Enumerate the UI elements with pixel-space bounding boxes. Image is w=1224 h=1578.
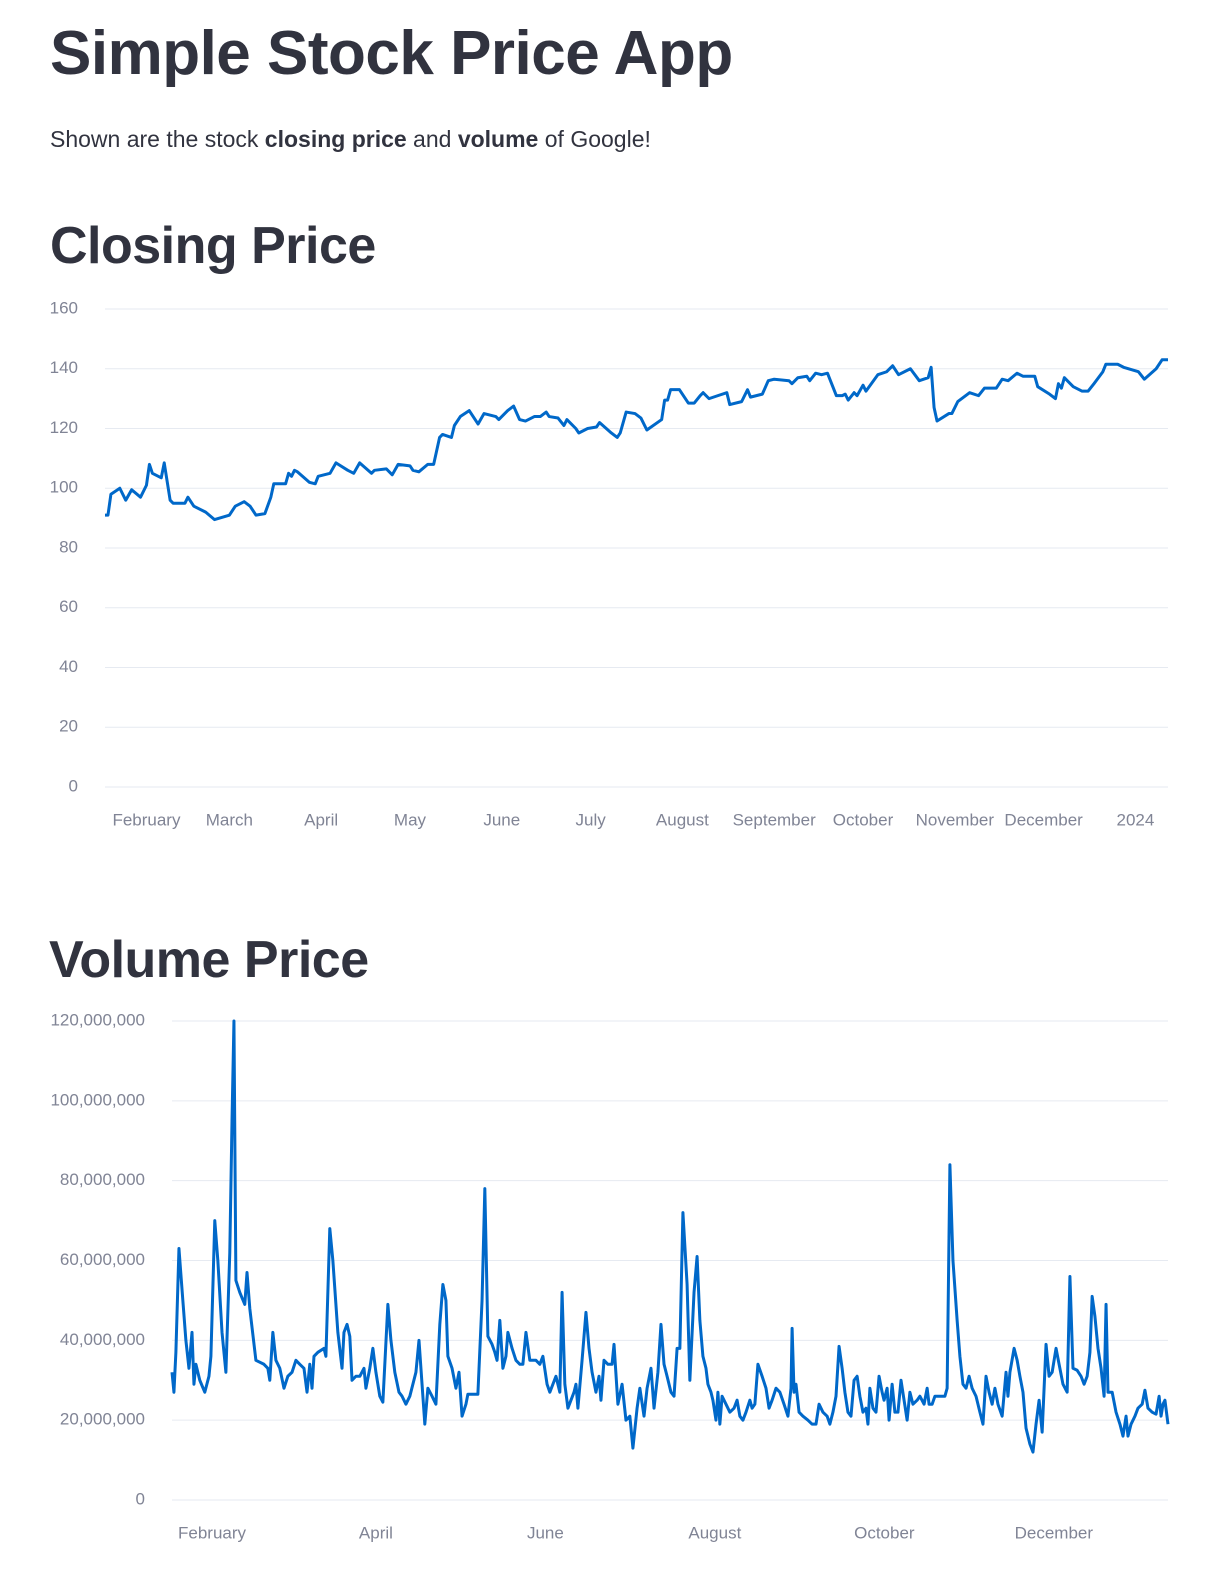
price-line <box>105 358 1168 522</box>
y-tick-label: 140 <box>50 358 78 377</box>
price-line <box>170 1019 1170 1454</box>
chart-title: Volume Price <box>49 931 369 989</box>
y-tick-label: 120 <box>50 418 78 437</box>
x-tick-label: September <box>733 810 816 829</box>
y-tick-label: 120,000,000 <box>50 1010 145 1029</box>
y-tick-label: 20 <box>59 717 78 736</box>
intro-bold: closing price <box>264 126 407 152</box>
y-tick-label: 0 <box>69 776 78 795</box>
chart-title: Closing Price <box>50 217 376 275</box>
x-tick-label: November <box>916 810 995 829</box>
y-tick-label: 100 <box>50 478 78 497</box>
x-tick-label: 2024 <box>1117 810 1155 829</box>
y-tick-label: 60,000,000 <box>60 1250 145 1269</box>
x-tick-label: April <box>304 810 338 829</box>
x-tick-label: July <box>575 810 606 829</box>
intro-part: Shown are the stock <box>50 126 265 152</box>
x-tick-label: December <box>1015 1523 1094 1542</box>
x-tick-label: October <box>854 1523 915 1542</box>
y-tick-label: 40 <box>59 657 78 676</box>
y-tick-label: 40,000,000 <box>60 1330 145 1349</box>
x-tick-label: June <box>527 1523 564 1542</box>
x-tick-label: March <box>206 810 253 829</box>
y-tick-label: 0 <box>136 1489 145 1508</box>
x-tick-label: October <box>833 810 894 829</box>
app-title: Simple Stock Price App <box>50 19 733 88</box>
x-tick-label: August <box>656 810 709 829</box>
y-tick-label: 80,000,000 <box>60 1170 145 1189</box>
x-tick-label: December <box>1004 810 1083 829</box>
y-tick-label: 80 <box>59 537 78 556</box>
x-tick-label: May <box>394 810 427 829</box>
intro-bold: volume <box>457 126 539 152</box>
x-tick-label: February <box>178 1523 247 1542</box>
x-tick-label: August <box>688 1523 741 1542</box>
y-tick-label: 60 <box>59 597 78 616</box>
x-tick-label: April <box>359 1523 393 1542</box>
intro-part: and <box>406 126 458 152</box>
y-tick-label: 100,000,000 <box>50 1090 145 1109</box>
x-tick-label: June <box>483 810 520 829</box>
x-tick-label: February <box>112 810 181 829</box>
y-tick-label: 20,000,000 <box>60 1410 145 1429</box>
y-tick-label: 160 <box>50 298 78 317</box>
intro-text: Shown are the stock closing price and vo… <box>50 124 651 154</box>
intro-part: of Google! <box>538 126 651 152</box>
